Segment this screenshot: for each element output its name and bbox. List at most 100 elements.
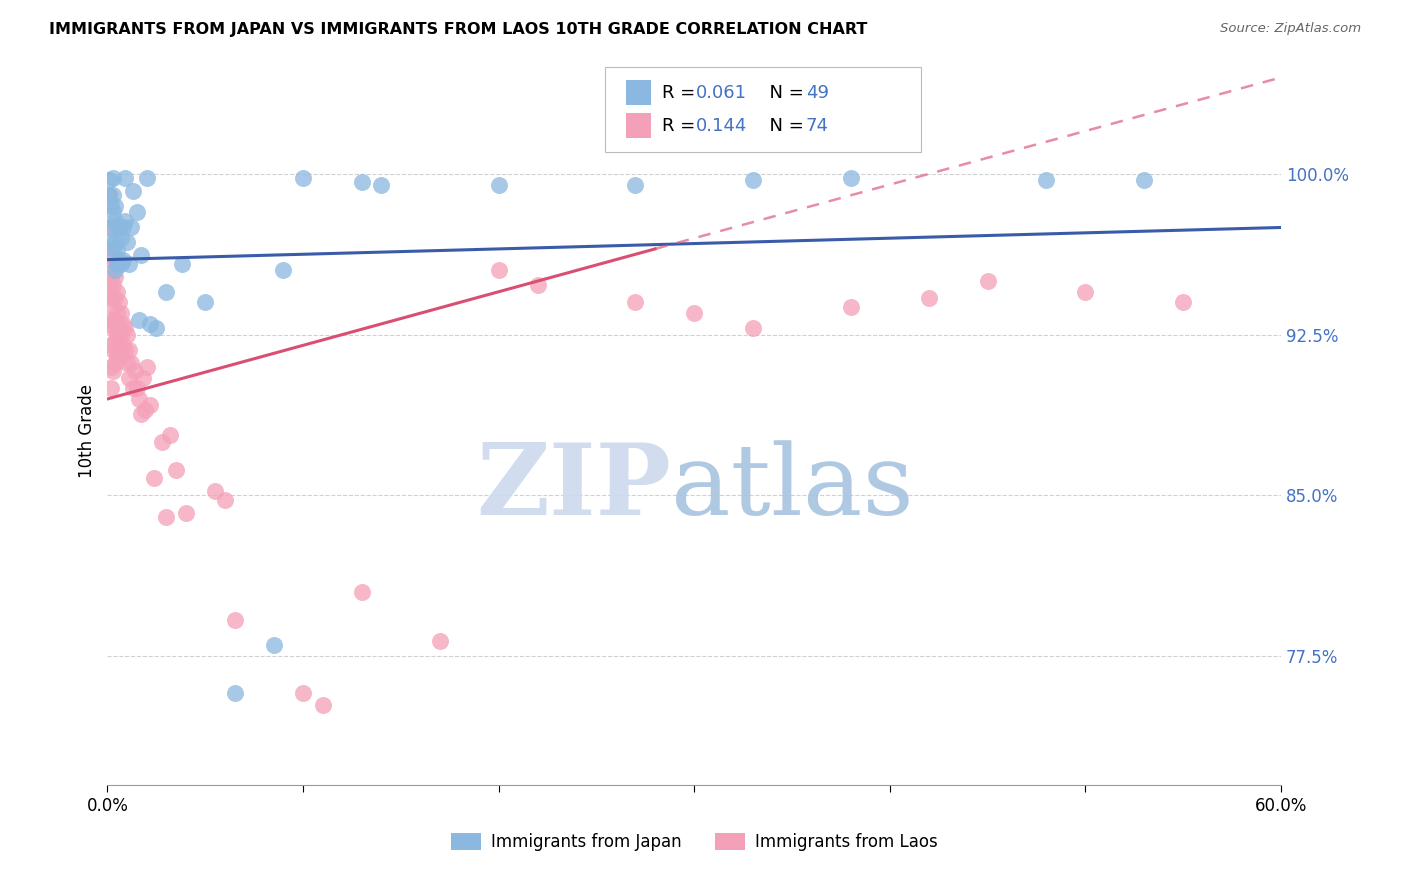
Point (155, 509, 177, 524)
Point (100, 248, 122, 262)
Point (114, 214, 136, 228)
Text: 0.061: 0.061 (696, 84, 747, 102)
Point (120, 220, 142, 235)
Point (224, 685, 246, 699)
Point (121, 184, 143, 198)
Point (104, 263, 127, 277)
Point (110, 257, 132, 271)
Point (98, 252, 121, 267)
Point (159, 428, 181, 442)
Point (103, 300, 125, 314)
Y-axis label: 10th Grade: 10th Grade (79, 384, 96, 478)
Point (263, 639, 285, 653)
Point (429, 634, 451, 648)
Point (350, 176, 373, 190)
Text: 0.144: 0.144 (696, 117, 748, 135)
Point (291, 685, 314, 699)
Point (839, 300, 862, 314)
Point (224, 613, 246, 627)
Point (488, 178, 510, 192)
Point (114, 321, 136, 335)
Point (108, 295, 131, 310)
Point (115, 355, 138, 369)
Point (143, 471, 166, 485)
Point (114, 343, 136, 357)
Point (100, 291, 122, 305)
Point (124, 364, 146, 378)
Point (839, 171, 862, 186)
Point (104, 269, 127, 284)
Point (135, 359, 157, 374)
Point (194, 295, 217, 310)
Legend: Immigrants from Japan, Immigrants from Laos: Immigrants from Japan, Immigrants from L… (444, 826, 945, 858)
Point (104, 214, 127, 228)
Point (98, 317, 121, 331)
Point (110, 327, 132, 342)
Point (311, 698, 333, 713)
Point (98, 188, 121, 202)
Point (112, 317, 135, 331)
Point (103, 343, 125, 357)
Point (165, 463, 187, 477)
Point (131, 370, 153, 384)
Text: N =: N = (758, 117, 810, 135)
Point (105, 306, 128, 320)
Text: Source: ZipAtlas.com: Source: ZipAtlas.com (1220, 22, 1361, 36)
Point (100, 220, 122, 235)
Point (155, 285, 177, 299)
Text: IMMIGRANTS FROM JAPAN VS IMMIGRANTS FROM LAOS 10TH GRADE CORRELATION CHART: IMMIGRANTS FROM JAPAN VS IMMIGRANTS FROM… (49, 22, 868, 37)
Point (104, 312, 127, 326)
Point (105, 242, 128, 256)
Point (100, 199, 122, 213)
Point (624, 178, 647, 192)
Point (110, 306, 132, 320)
Point (125, 205, 148, 219)
Point (1074, 285, 1097, 299)
Point (100, 359, 122, 374)
Point (125, 381, 148, 395)
Point (683, 306, 706, 320)
Point (129, 248, 152, 262)
Point (118, 257, 141, 271)
Point (214, 492, 236, 507)
Point (105, 349, 128, 363)
Text: atlas: atlas (671, 440, 914, 535)
Point (204, 484, 226, 499)
Point (174, 506, 197, 520)
Point (115, 235, 138, 250)
Point (350, 585, 373, 599)
Point (104, 355, 127, 369)
Point (103, 321, 125, 335)
Point (105, 257, 128, 271)
Point (98, 173, 121, 187)
Point (1133, 173, 1156, 187)
Text: 49: 49 (806, 84, 828, 102)
Point (105, 327, 128, 342)
Point (112, 338, 135, 352)
Point (273, 263, 295, 277)
Point (918, 291, 941, 305)
Text: N =: N = (758, 84, 810, 102)
Point (120, 355, 142, 369)
Point (128, 312, 150, 326)
Point (108, 343, 131, 357)
Point (108, 321, 131, 335)
Point (129, 407, 152, 421)
Point (98, 285, 121, 299)
Point (103, 188, 125, 202)
Point (741, 173, 763, 187)
Text: R =: R = (662, 84, 702, 102)
Point (114, 171, 136, 186)
Point (98, 220, 121, 235)
Point (103, 242, 125, 256)
Point (370, 178, 392, 192)
Point (104, 334, 127, 348)
Point (118, 370, 141, 384)
Point (103, 364, 125, 378)
Point (110, 349, 132, 363)
Point (741, 321, 763, 335)
Point (150, 434, 173, 449)
Point (100, 269, 122, 284)
Point (108, 220, 131, 235)
Point (134, 402, 156, 417)
